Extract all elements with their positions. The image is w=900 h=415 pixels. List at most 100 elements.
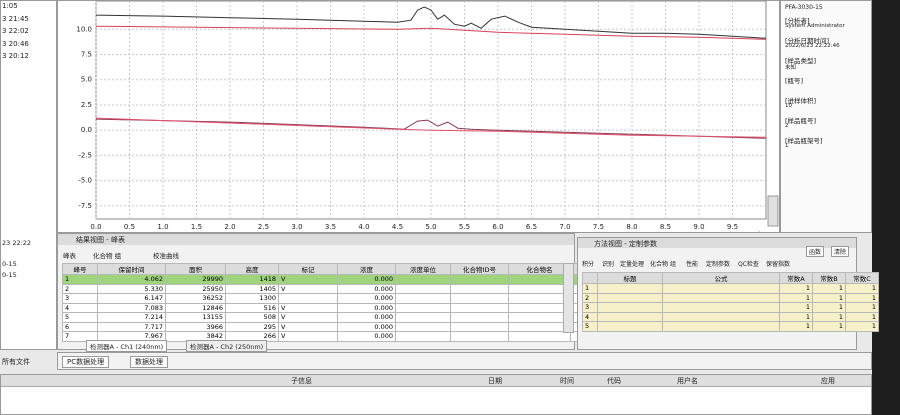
bottom-tab[interactable]: PC数据处理 [62, 356, 110, 368]
tab[interactable]: QC检查 [738, 261, 759, 268]
bottom-tab[interactable]: 数据处理 [130, 356, 168, 368]
column-header[interactable]: 峰号 [62, 263, 98, 275]
cell: 29990 [165, 274, 226, 285]
status-column[interactable]: 代码 [607, 377, 621, 385]
info-value: 1 [785, 143, 789, 149]
x-tick-label: 4.5 [392, 223, 403, 231]
tab[interactable]: 积分 [582, 261, 595, 268]
status-column[interactable]: 日期 [488, 377, 502, 385]
y-tick-label: 10.0 [76, 25, 92, 33]
status-column[interactable]: 子信息 [291, 377, 312, 385]
tab[interactable]: 识别 [602, 261, 615, 268]
button[interactable]: 函数 [806, 246, 825, 257]
results-panel: 结果视图 - 峰表 峰表 化合物 组校准曲线 峰号 保留时间 面积 高度 标记 浓度 浓度单位 化合… [57, 233, 613, 352]
status-column[interactable]: 用户名 [677, 377, 698, 385]
x-tick-label: 6.0 [492, 223, 503, 231]
cell: 1418 [225, 274, 279, 285]
method-panel: 方法视图 - 定制参数 积分 识别 定量处理 化合物组 性能 定制参数 QC检查 保留指数 函数清… [577, 237, 879, 350]
x-tick-label: 2.0 [224, 223, 235, 231]
x-unit-label: min [751, 231, 764, 232]
tab[interactable]: 校准曲线 [153, 252, 179, 260]
cell [395, 321, 451, 332]
cell: 1 [845, 311, 879, 322]
cell [450, 331, 509, 342]
status-column[interactable]: 应用 [821, 377, 835, 385]
column-header[interactable]: 保留时间 [97, 263, 166, 275]
column-header[interactable]: 面积 [165, 263, 226, 275]
column-header[interactable]: 化合物ID号 [450, 263, 509, 275]
panel-title-bar [58, 234, 574, 245]
info-value: 2022/6/23 22:22:46 [785, 43, 840, 49]
cell: 2 [582, 292, 598, 303]
file-label: 0-15 [2, 271, 17, 279]
column-header[interactable]: 高度 [225, 263, 279, 275]
file-time: 1:05 [2, 2, 18, 10]
status-column[interactable]: 时间 [560, 377, 574, 385]
column-header[interactable]: 浓度 [337, 263, 396, 275]
info-label: [样品瓶号] [785, 117, 817, 125]
column-header[interactable]: 浓度单位 [395, 263, 451, 275]
trace-line [95, 25, 767, 40]
tab[interactable]: 保留指数 [766, 261, 791, 268]
cell [450, 283, 509, 294]
x-tick-label: 2.5 [258, 223, 269, 231]
tab[interactable]: 定制参数 [706, 261, 731, 268]
column-header[interactable]: 常数B [812, 272, 846, 284]
y-tick-label: -5.0 [78, 177, 92, 185]
tab[interactable]: 性能 [686, 261, 699, 268]
cell: 1 [845, 283, 879, 294]
cell: 1 [812, 311, 846, 322]
tab[interactable]: 峰表 [63, 252, 76, 260]
cell: 2 [62, 283, 98, 294]
column-header[interactable]: 常数A [779, 272, 813, 284]
detector-tab[interactable]: 检测器A - Ch1 (240nm) [86, 340, 168, 352]
cell: 12846 [165, 302, 226, 313]
trace-line [95, 117, 767, 138]
cell [508, 321, 571, 332]
detector-tab[interactable]: 检测器A - Ch2 (250nm) [186, 340, 268, 352]
all-files-tab[interactable]: 所有文件 [2, 358, 30, 366]
scrollbar [767, 195, 779, 227]
cell: V [278, 312, 338, 323]
cell: 1 [812, 321, 846, 332]
column-header[interactable]: 标记 [278, 263, 338, 275]
panel-title-bar [578, 238, 856, 248]
cell [662, 292, 780, 303]
tab[interactable]: 组 [670, 261, 677, 268]
x-tick-label: 5.0 [425, 223, 436, 231]
button[interactable]: 清除 [831, 246, 850, 257]
x-tick-label: 7.5 [593, 223, 604, 231]
column-header[interactable]: 化合物名 [508, 263, 571, 275]
trace-line [95, 6, 767, 39]
column-header[interactable]: 标题 [597, 272, 663, 284]
column-header[interactable]: 常数C [845, 272, 879, 284]
cell [508, 302, 571, 313]
cell [662, 302, 780, 313]
cell [450, 293, 509, 304]
file-time: 3 20:46 [2, 39, 29, 48]
info-value: 10 [785, 103, 792, 109]
column-header[interactable]: 公式 [662, 272, 780, 284]
cell: 3 [582, 302, 598, 313]
cell [450, 321, 509, 332]
cell: 0.000 [337, 312, 396, 323]
tab[interactable]: 化合物 组 [93, 252, 122, 260]
tab[interactable]: 定量处理 [620, 261, 645, 268]
cell: 1 [582, 283, 598, 294]
tab[interactable]: 化合物 [650, 261, 669, 268]
y-tick-label: 7.5 [81, 50, 92, 58]
info-label: [样品类型] [785, 57, 817, 65]
cell: 1 [779, 302, 813, 313]
cell: 13155 [165, 312, 226, 323]
